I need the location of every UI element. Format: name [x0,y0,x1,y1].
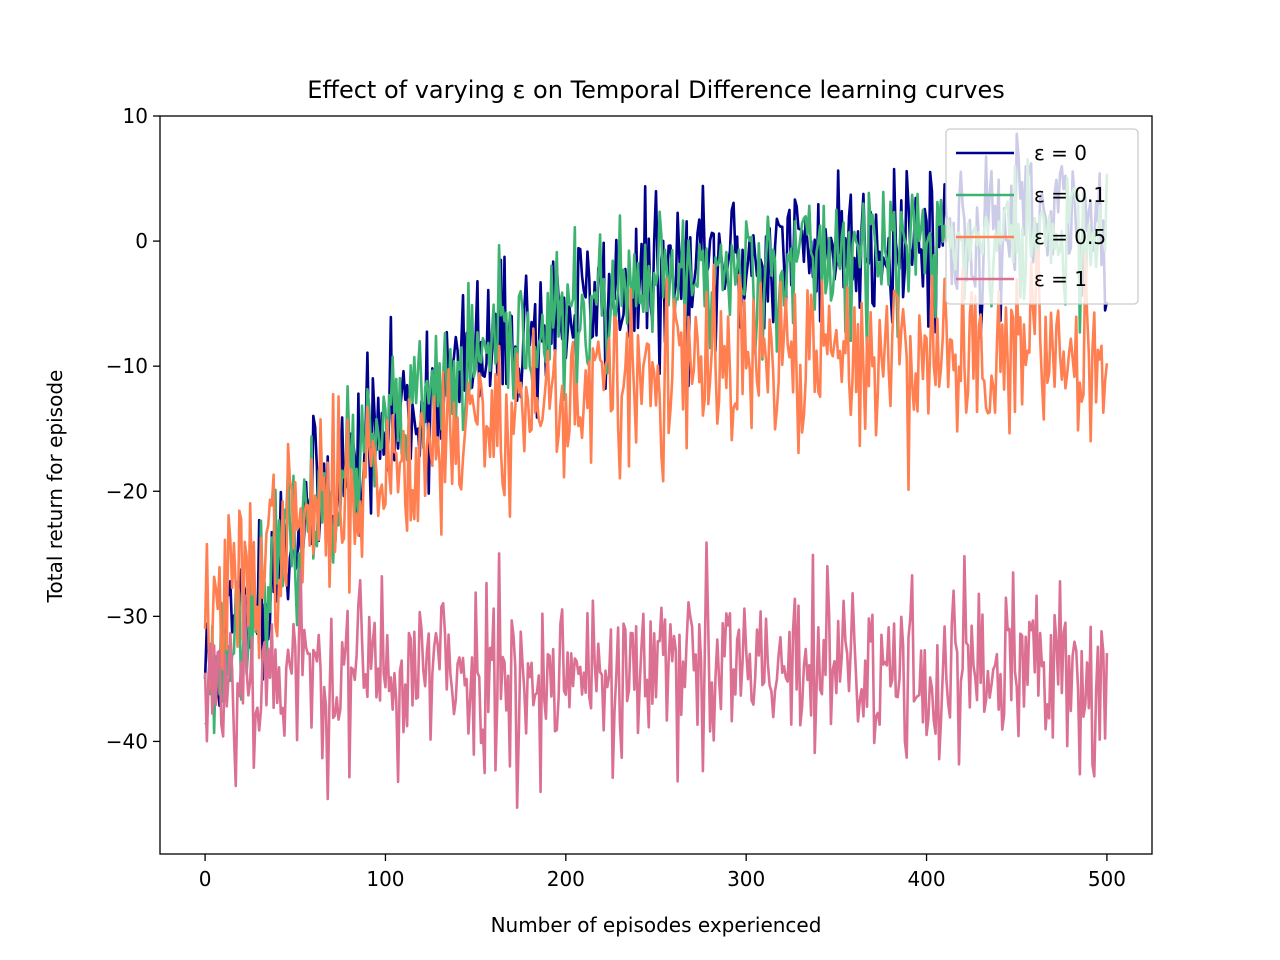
legend-label: ε = 0 [1034,141,1087,165]
y-tick-label: −40 [106,729,148,753]
y-tick-label: 10 [123,104,148,128]
legend: ε = 0 ε = 0.1 ε = 0.5 ε = 1 [945,128,1139,305]
y-tick-label: −10 [106,354,148,378]
legend-label: ε = 0.1 [1034,183,1106,207]
legend-label: ε = 1 [1034,267,1087,291]
y-tick-label: −20 [106,479,148,503]
x-tick-label: 100 [366,867,404,891]
series-line-2 [203,248,1109,690]
y-tick-label: −30 [106,604,148,628]
y-axis-label: Total return for episode [43,370,67,604]
axes-frame [159,115,1153,855]
x-tick-label: 300 [727,867,765,891]
x-axis-label: Number of episodes experienced [491,913,822,937]
x-tick-label: 0 [199,867,212,891]
chart-title: Effect of varying ε on Temporal Differen… [307,76,1004,104]
x-tick-label: 500 [1088,867,1126,891]
y-tick-label: 0 [135,229,148,253]
x-tick-label: 200 [547,867,585,891]
legend-label: ε = 0.5 [1034,225,1106,249]
legend-box [945,128,1139,305]
series-line-3 [203,541,1109,809]
x-tick-label: 400 [907,867,945,891]
